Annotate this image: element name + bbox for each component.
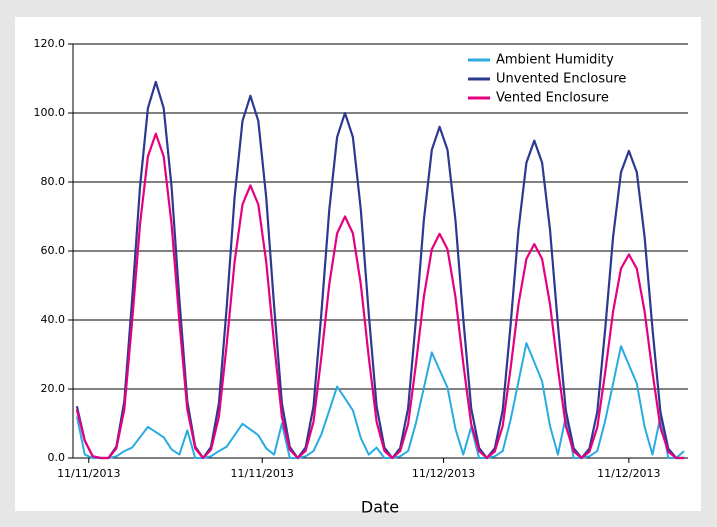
y-tick-label: 120.0: [34, 37, 66, 50]
series-line: [75, 132, 685, 460]
y-tick-label: 100.0: [34, 106, 66, 119]
x-tick-label: 11/11/2013: [231, 467, 294, 480]
x-tick-label: 11/11/2013: [57, 467, 120, 480]
y-tick-label: 0.0: [48, 451, 66, 464]
legend-label: Unvented Enclosure: [496, 72, 626, 87]
y-tick-label: 20.0: [41, 382, 66, 395]
legend-background: [462, 89, 668, 108]
y-tick-label: 60.0: [41, 244, 66, 257]
x-tick-label: 11/12/2013: [597, 467, 660, 480]
legend-label: Ambient Humidity: [496, 53, 614, 68]
legend-label: Vented Enclosure: [496, 91, 609, 106]
legend-background: [462, 51, 668, 70]
legend-background: [462, 70, 668, 89]
y-tick-label: 80.0: [41, 175, 66, 188]
x-tick-label: 11/12/2013: [412, 467, 475, 480]
x-axis-title: Date: [361, 498, 399, 517]
y-tick-label: 40.0: [41, 313, 66, 326]
